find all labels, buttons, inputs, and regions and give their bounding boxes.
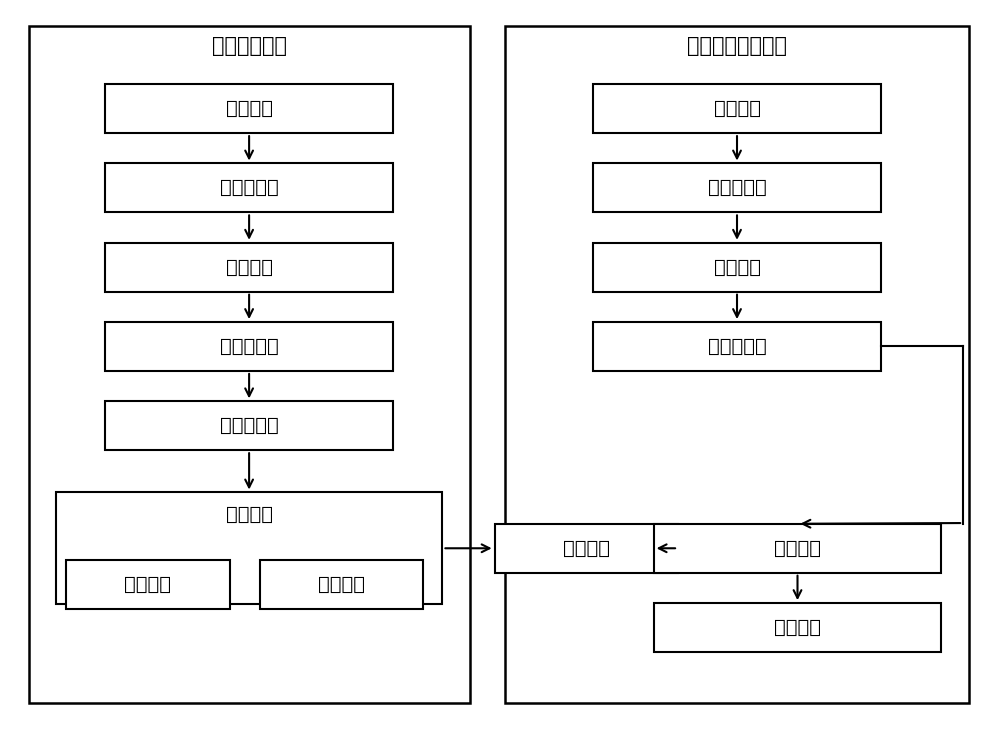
FancyBboxPatch shape — [593, 84, 881, 133]
FancyBboxPatch shape — [593, 243, 881, 292]
FancyBboxPatch shape — [593, 163, 881, 212]
Text: 数据预处理: 数据预处理 — [708, 179, 766, 198]
Text: 模型训练: 模型训练 — [226, 504, 273, 523]
FancyBboxPatch shape — [66, 560, 230, 609]
Text: 历史数据: 历史数据 — [226, 99, 273, 118]
FancyBboxPatch shape — [495, 523, 678, 573]
FancyBboxPatch shape — [260, 560, 423, 609]
Text: 实时数据分析阶段: 实时数据分析阶段 — [687, 36, 787, 56]
FancyBboxPatch shape — [105, 243, 393, 292]
FancyBboxPatch shape — [105, 163, 393, 212]
Text: 模型训练阶段: 模型训练阶段 — [212, 36, 287, 56]
Text: 数据分类: 数据分类 — [774, 539, 821, 558]
Text: 实时数据: 实时数据 — [714, 99, 761, 118]
FancyBboxPatch shape — [105, 84, 393, 133]
FancyBboxPatch shape — [593, 322, 881, 371]
Text: 参数调整: 参数调整 — [318, 574, 365, 594]
Text: 分析结果: 分析结果 — [774, 618, 821, 637]
FancyBboxPatch shape — [654, 603, 941, 652]
FancyBboxPatch shape — [56, 492, 442, 604]
Text: 分类模型: 分类模型 — [563, 539, 610, 558]
FancyBboxPatch shape — [29, 26, 470, 703]
FancyBboxPatch shape — [654, 523, 941, 573]
Text: 数据向量化: 数据向量化 — [708, 337, 766, 356]
Text: 数据向量化: 数据向量化 — [220, 337, 278, 356]
FancyBboxPatch shape — [105, 322, 393, 371]
Text: 特征选择: 特征选择 — [714, 258, 761, 277]
Text: 交叉训练: 交叉训练 — [124, 574, 171, 594]
Text: 数据预处理: 数据预处理 — [220, 179, 278, 198]
Text: 特征选择: 特征选择 — [226, 258, 273, 277]
FancyBboxPatch shape — [505, 26, 969, 703]
FancyBboxPatch shape — [105, 401, 393, 451]
Text: 核函数选择: 核函数选择 — [220, 416, 278, 435]
